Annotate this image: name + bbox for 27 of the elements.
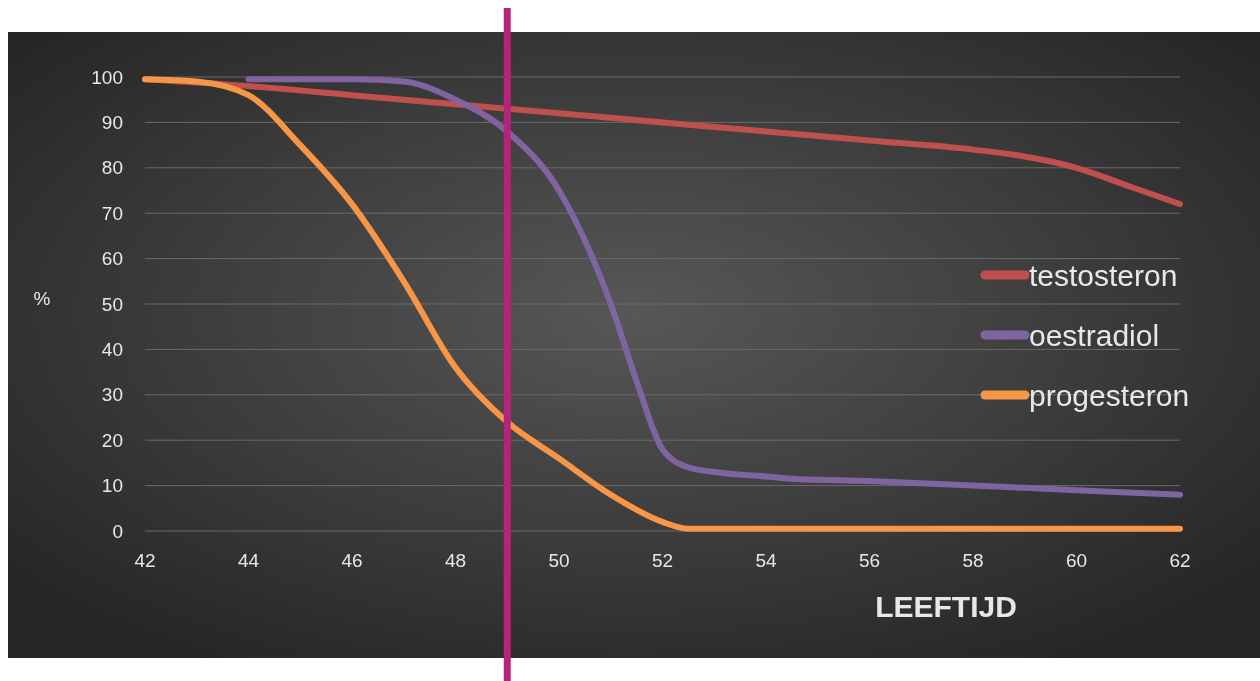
x-tick-label: 46 (341, 550, 363, 571)
x-tick-label: 52 (651, 550, 674, 571)
y-tick-label: 10 (101, 475, 123, 497)
x-tick-label: 50 (548, 550, 570, 571)
y-tick-label: 60 (101, 248, 123, 270)
y-tick-label: 80 (101, 157, 123, 179)
x-axis-title: LEEFTIJD (875, 590, 1017, 623)
x-tick-label: 56 (858, 550, 881, 571)
y-tick-label: 40 (101, 339, 123, 361)
y-axis-title: % (33, 287, 51, 309)
x-tick-label: 48 (444, 550, 467, 571)
x-tick-label: 58 (962, 550, 984, 571)
x-tick-label: 44 (237, 550, 260, 571)
y-tick-label: 90 (101, 112, 123, 134)
y-tick-label: 0 (112, 520, 123, 542)
legend-label: oestradiol (1029, 318, 1160, 352)
legend-label: progesteron (1029, 378, 1190, 412)
x-tick-label: 62 (1169, 550, 1191, 571)
legend-label: testosteron (1029, 258, 1178, 292)
x-tick-label: 54 (755, 550, 777, 571)
y-tick-label: 100 (91, 66, 123, 88)
x-tick-label: 42 (134, 550, 156, 571)
y-tick-label: 30 (101, 384, 123, 406)
y-tick-label: 20 (101, 429, 123, 451)
y-tick-label: 70 (101, 202, 123, 224)
y-tick-label: 50 (101, 293, 123, 315)
x-tick-label: 60 (1065, 550, 1088, 571)
